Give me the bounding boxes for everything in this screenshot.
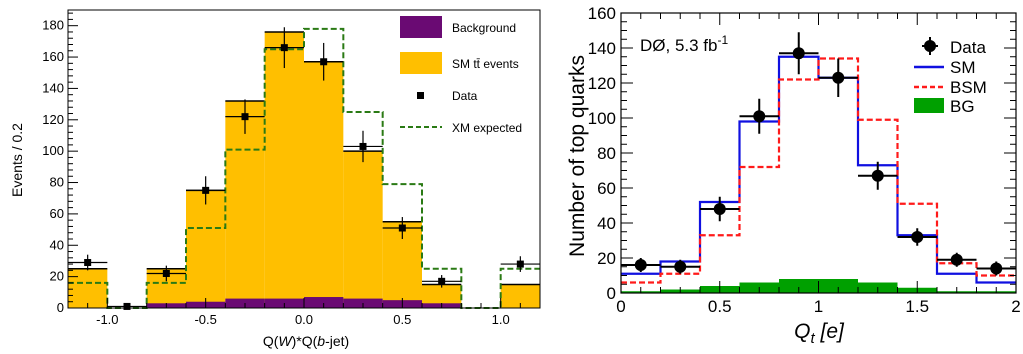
legend-swatch-sm-ttbar (400, 52, 442, 74)
y-tick-label: 80 (50, 175, 64, 190)
data-point (674, 260, 687, 273)
x-tick-label: 1 (814, 297, 823, 316)
data-point (84, 259, 92, 267)
data-point (162, 269, 170, 277)
y-tick-label: 120 (588, 74, 616, 93)
y-tick-label: 100 (42, 143, 64, 158)
data-point (990, 262, 1003, 275)
data-point (241, 113, 249, 121)
data-point (871, 169, 884, 182)
legend-label-xm-expected: XM expected (452, 121, 522, 135)
left-chart: 0 20 40 60 80 100 120 140 160 180 -1.0 -0.5 0.0 0.5 1.… (9, 9, 541, 349)
y-tick-label: 140 (42, 80, 64, 95)
left-chart-sm-ttbar-bars (68, 31, 540, 309)
x-tick-label: 0.5 (393, 312, 411, 327)
sm-ttbar-bar (264, 31, 304, 309)
data-point (634, 259, 647, 271)
legend-label-sm-ttbar: SM tt̄ events (452, 57, 519, 71)
x-tick-label: 0.0 (295, 312, 313, 327)
left-chart-y-axis-title: Events / 0.2 (9, 123, 25, 197)
left-chart-x-axis-title: Q(W)*Q(b-jet) (263, 333, 349, 349)
y-tick-label: 140 (588, 39, 616, 58)
x-tick-label: 2 (1011, 297, 1020, 316)
left-chart-legend: Background SM tt̄ events Data XM expecte… (400, 16, 522, 135)
right-chart-y-axis-title: Number of top quarks (566, 55, 589, 257)
data-point (438, 277, 446, 285)
right-chart-legend: Data SM BSM BG (914, 37, 987, 116)
legend-swatch-background (400, 16, 442, 38)
legend-label-background: Background (452, 21, 516, 35)
bg-bar (818, 279, 858, 293)
y-tick-label: 180 (42, 18, 64, 33)
y-tick-label: 40 (50, 237, 64, 252)
y-tick-label: 60 (50, 206, 64, 221)
legend-label-sm: SM (950, 58, 976, 77)
bg-bar (779, 279, 819, 293)
data-point (359, 142, 367, 150)
y-tick-label: 100 (588, 109, 616, 128)
sm-ttbar-bar (422, 284, 462, 308)
sm-ttbar-bar (304, 61, 344, 308)
y-tick-label: 160 (588, 4, 616, 23)
left-chart-axes: 0 20 40 60 80 100 120 140 160 180 -1.0 -0.5 0.0 0.5 1.… (42, 9, 541, 327)
y-tick-label: 20 (597, 249, 616, 268)
legend-label-data: Data (452, 89, 478, 103)
x-tick-label: 0 (616, 297, 625, 316)
y-tick-label: 40 (597, 214, 616, 233)
sm-ttbar-bar (186, 190, 226, 308)
y-tick-label: 160 (42, 49, 64, 64)
data-point (320, 58, 328, 66)
data-point (911, 231, 924, 243)
data-point (832, 71, 845, 84)
legend-label-bg: BG (950, 97, 975, 116)
legend-marker-data (417, 92, 424, 99)
y-tick-label: 120 (42, 112, 64, 127)
y-tick-label: 20 (50, 269, 64, 284)
right-chart-data-points (621, 32, 1016, 276)
legend-label-data: Data (950, 38, 986, 57)
legend-label-bsm: BSM (950, 78, 987, 97)
data-point (792, 47, 805, 60)
right-chart-axes: 0 20 40 60 80 100 120 140 160 0 0.5 1 1.5 2 (588, 4, 1021, 316)
y-tick-label: 80 (597, 144, 616, 163)
x-tick-label: 0.5 (708, 297, 732, 316)
background-bar (304, 297, 344, 308)
data-point (753, 110, 766, 123)
x-tick-label: -0.5 (194, 312, 216, 327)
data-point (713, 203, 726, 215)
data-point (280, 44, 288, 52)
legend-marker-data (924, 40, 936, 52)
x-tick-label: 1.0 (492, 312, 510, 327)
data-point (950, 253, 963, 266)
y-tick-label: 0 (607, 284, 616, 303)
data-point (516, 260, 524, 268)
sm-ttbar-bar (68, 268, 108, 308)
sm-ttbar-bar (225, 100, 265, 309)
y-tick-label: 0 (57, 300, 64, 315)
data-point (398, 224, 406, 232)
x-tick-label: 1.5 (905, 297, 929, 316)
data-point (202, 186, 210, 194)
x-tick-label: -1.0 (96, 312, 118, 327)
right-chart-experiment-label: DØ, 5.3 fb-1 (640, 33, 728, 55)
legend-swatch-bg (914, 98, 944, 113)
right-chart: 0 20 40 60 80 100 120 140 160 0 0.5 1 1.5 2 DØ, 5.3 f… (566, 4, 1021, 347)
sm-ttbar-bar (343, 151, 383, 308)
sm-ttbar-bar (500, 284, 540, 308)
right-chart-x-axis-title: Qt [e] (794, 320, 845, 347)
y-tick-label: 60 (597, 179, 616, 198)
